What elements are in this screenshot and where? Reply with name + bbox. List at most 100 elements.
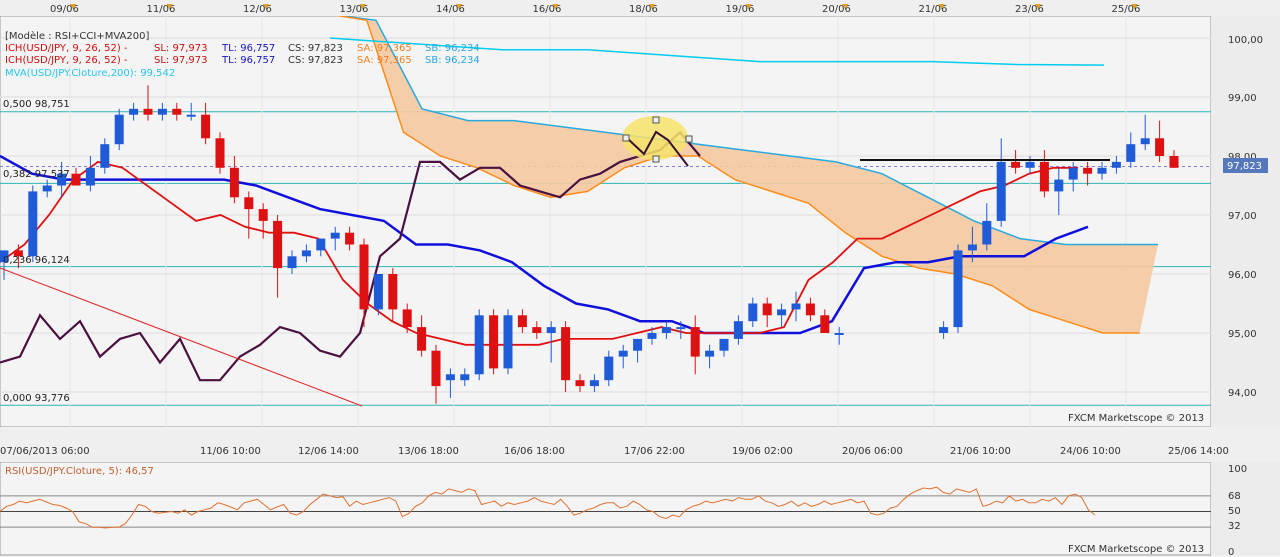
- drawn-pattern-line: [626, 130, 689, 167]
- session-marker-icon: [456, 4, 462, 9]
- session-marker-icon: [166, 4, 173, 9]
- candle: [1126, 132, 1136, 168]
- svg-text:68: 68: [1228, 491, 1241, 502]
- bottom-date-label: 25/06 14:00: [1168, 446, 1229, 457]
- top-date-label: 18/06: [629, 4, 658, 15]
- candle-body: [489, 315, 499, 369]
- candle-body: [42, 185, 52, 192]
- session-marker-icon: [359, 4, 366, 9]
- candle-body: [953, 250, 963, 328]
- candle: [982, 203, 992, 251]
- candle: [834, 327, 844, 345]
- candle: [186, 102, 196, 121]
- candle: [1097, 161, 1107, 180]
- pattern-handle[interactable]: [652, 116, 660, 124]
- pattern-handle[interactable]: [685, 135, 693, 143]
- candle: [1111, 156, 1121, 174]
- candle-body: [777, 309, 787, 316]
- svg-text:100,00: 100,00: [1228, 35, 1263, 46]
- senkou-span-b-line: [329, 13, 1140, 334]
- candle-body: [402, 309, 412, 328]
- candle-body: [258, 209, 268, 221]
- candle: [57, 161, 67, 198]
- candle-body: [13, 250, 23, 257]
- fib-label-0236: 0,236 96,124: [3, 255, 70, 266]
- date-axis: [0, 427, 1280, 462]
- candle: [733, 315, 743, 345]
- candle: [445, 368, 455, 398]
- candle: [460, 368, 470, 387]
- candle-body: [1140, 138, 1150, 145]
- candle-body: [129, 108, 139, 115]
- candle: [647, 327, 657, 345]
- candle-body: [373, 274, 383, 310]
- bottom-date-label: 13/06 18:00: [398, 446, 459, 457]
- top-date-label: 13/06: [340, 4, 369, 15]
- top-date-label: 11/06: [147, 4, 176, 15]
- candle: [719, 338, 729, 357]
- legend-ich1: ICH(USD/JPY, 9, 26, 52) - SL: 97,973 TL:…: [5, 43, 480, 54]
- candle-body: [1025, 161, 1035, 168]
- trend-line[interactable]: [0, 267, 363, 407]
- pattern-handle[interactable]: [652, 155, 660, 163]
- senkou-span-a-line: [329, 13, 1158, 246]
- candle: [417, 315, 427, 357]
- candle-body: [633, 338, 643, 351]
- svg-text:SB: 96,234: SB: 96,234: [425, 43, 480, 54]
- candle: [330, 226, 340, 251]
- bottom-date-label: 24/06 10:00: [1060, 446, 1121, 457]
- svg-text:ICH(USD/JPY, 9, 26, 52) -: ICH(USD/JPY, 9, 26, 52) -: [5, 55, 128, 66]
- bottom-date-label: 17/06 22:00: [624, 446, 685, 457]
- pattern-handle[interactable]: [622, 134, 630, 142]
- candle: [618, 344, 628, 369]
- candle: [402, 303, 412, 333]
- candle: [201, 102, 211, 145]
- candle-body: [172, 108, 182, 115]
- candle-body: [996, 161, 1006, 221]
- candle-body: [676, 327, 686, 330]
- top-date-label: 25/06: [1112, 4, 1141, 15]
- candle-body: [733, 321, 743, 339]
- current-price-label: 97,823: [1227, 161, 1262, 172]
- candle-body: [939, 327, 949, 333]
- candle: [474, 309, 484, 381]
- candle: [561, 321, 571, 392]
- svg-text:ICH(USD/JPY, 9, 26, 52) -: ICH(USD/JPY, 9, 26, 52) -: [5, 43, 128, 54]
- top-date-label: 09/06: [50, 4, 79, 15]
- session-marker-icon: [938, 4, 945, 9]
- candle-body: [967, 244, 977, 251]
- candle-body: [791, 303, 801, 310]
- candle-body: [589, 380, 599, 387]
- bottom-date-label: 07/06/2013 06:00: [0, 446, 90, 457]
- candle: [172, 102, 182, 121]
- candle-body: [301, 250, 311, 257]
- candle: [939, 321, 949, 339]
- rsi-line: [0, 486, 1096, 529]
- candle-body: [561, 327, 571, 381]
- candle-body: [474, 315, 484, 375]
- rsi-watermark: FXCM Marketscope © 2013: [1068, 544, 1204, 555]
- candle: [273, 215, 283, 298]
- candle-body: [690, 327, 700, 357]
- candle: [791, 291, 801, 322]
- candle: [258, 203, 268, 239]
- candle-body: [215, 138, 225, 168]
- candle: [157, 102, 167, 121]
- candle: [589, 374, 599, 392]
- candle: [244, 191, 254, 239]
- candle: [1155, 120, 1165, 162]
- bottom-date-label: 16/06 18:00: [504, 446, 565, 457]
- candle-body: [1039, 161, 1049, 192]
- candle-body: [330, 232, 340, 239]
- candle-body: [719, 338, 729, 351]
- candle-body: [618, 350, 628, 357]
- candle-body: [1169, 156, 1179, 168]
- price-axis-labels: 100,00 99,00 98,00 97,00 96,00 95,00 94,…: [1228, 35, 1263, 399]
- svg-text:SB: 96,234: SB: 96,234: [425, 55, 480, 66]
- candle: [661, 321, 671, 339]
- candle-body: [748, 303, 758, 322]
- candle: [953, 244, 963, 333]
- candle-body: [287, 256, 297, 269]
- candle-body: [1011, 161, 1021, 168]
